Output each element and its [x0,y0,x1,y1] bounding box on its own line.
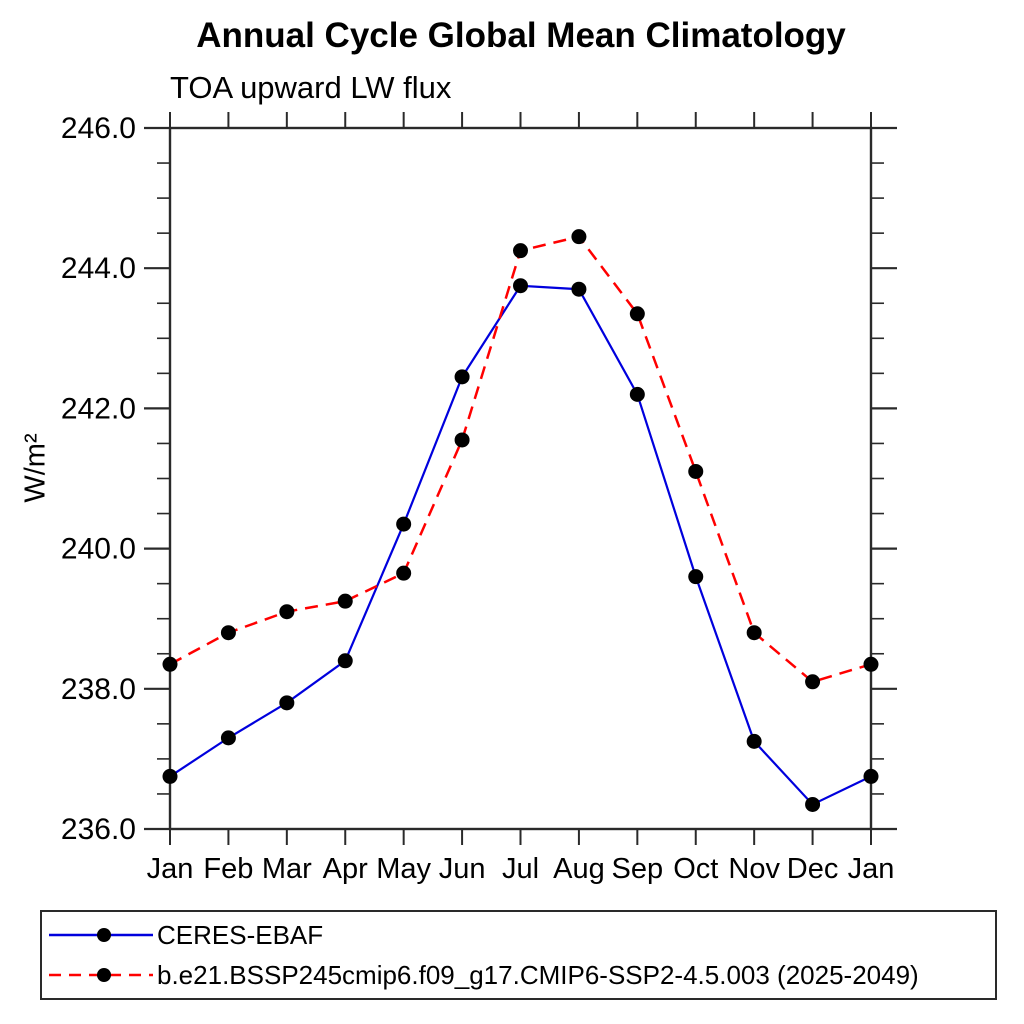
data-point-marker-s0 [863,768,879,784]
legend-marker-dot [97,928,111,942]
plot-frame [168,126,873,831]
data-point-marker-s1 [629,306,645,322]
y-tick-label: 236.0 [61,813,136,846]
y-tick-label: 244.0 [61,252,136,285]
data-point-marker-s1 [746,625,762,641]
data-point-marker-s0 [220,730,236,746]
legend-marker-dot [97,968,111,982]
series-line-1 [169,235,872,684]
data-point-marker-s1 [279,604,295,620]
chart-subtitle: TOA upward LW flux [170,70,452,105]
x-tick-label: Dec [787,853,839,885]
data-point-marker-s0 [162,768,178,784]
x-tick-label: Mar [262,853,312,885]
data-point-marker-s1 [571,229,587,245]
data-point-marker-s0 [571,281,587,297]
x-tick-label: Apr [323,853,368,885]
x-tick-label: Jan [848,853,895,885]
data-point-marker-s0 [805,796,821,812]
data-point-marker-s0 [688,569,704,585]
data-point-marker-s1 [337,593,353,609]
y-tick-label: 242.0 [61,392,136,425]
y-tick-label: 246.0 [61,112,136,145]
series-line-0 [169,284,872,806]
data-point-marker-s1 [688,463,704,479]
x-tick-label: May [376,853,431,885]
legend-line-sample-solid [49,928,153,942]
x-tick-label: Feb [203,853,253,885]
data-point-marker-s1 [396,565,412,581]
x-tick-label: Jul [502,853,539,885]
data-point-marker-s1 [220,625,236,641]
legend: CERES-EBAF b.e21.BSSP245cmip6.f09_g17.CM… [40,910,997,1000]
x-tick-label: Nov [728,853,780,885]
data-point-marker-s1 [805,674,821,690]
data-point-marker-s0 [454,369,470,385]
data-point-marker-s0 [629,386,645,402]
x-tick-label: Sep [612,853,664,885]
data-point-marker-s1 [513,243,528,259]
data-point-marker-s0 [337,653,353,669]
chart-title: Annual Cycle Global Mean Climatology [196,16,846,55]
data-point-marker-s0 [513,278,528,294]
x-tick-label: Aug [553,853,605,885]
x-tick-label: Jan [147,853,194,885]
legend-label: CERES-EBAF [157,919,324,950]
data-point-marker-s0 [746,733,762,749]
data-point-marker-s1 [162,656,178,672]
data-point-marker-s0 [396,516,412,532]
x-tick-label: Jun [439,853,486,885]
data-point-marker-s0 [279,695,295,711]
legend-line-sample-dashed [49,968,153,982]
legend-label: b.e21.BSSP245cmip6.f09_g17.CMIP6-SSP2-4.… [157,959,919,990]
data-point-marker-s1 [454,432,470,448]
legend-item-model: b.e21.BSSP245cmip6.f09_g17.CMIP6-SSP2-4.… [48,955,995,995]
data-point-marker-s1 [863,656,879,672]
y-tick-label: 240.0 [61,533,136,566]
x-tick-label: Oct [673,853,718,885]
y-tick-label: 238.0 [61,673,136,706]
legend-item-ceres-ebaf: CERES-EBAF [48,915,995,955]
